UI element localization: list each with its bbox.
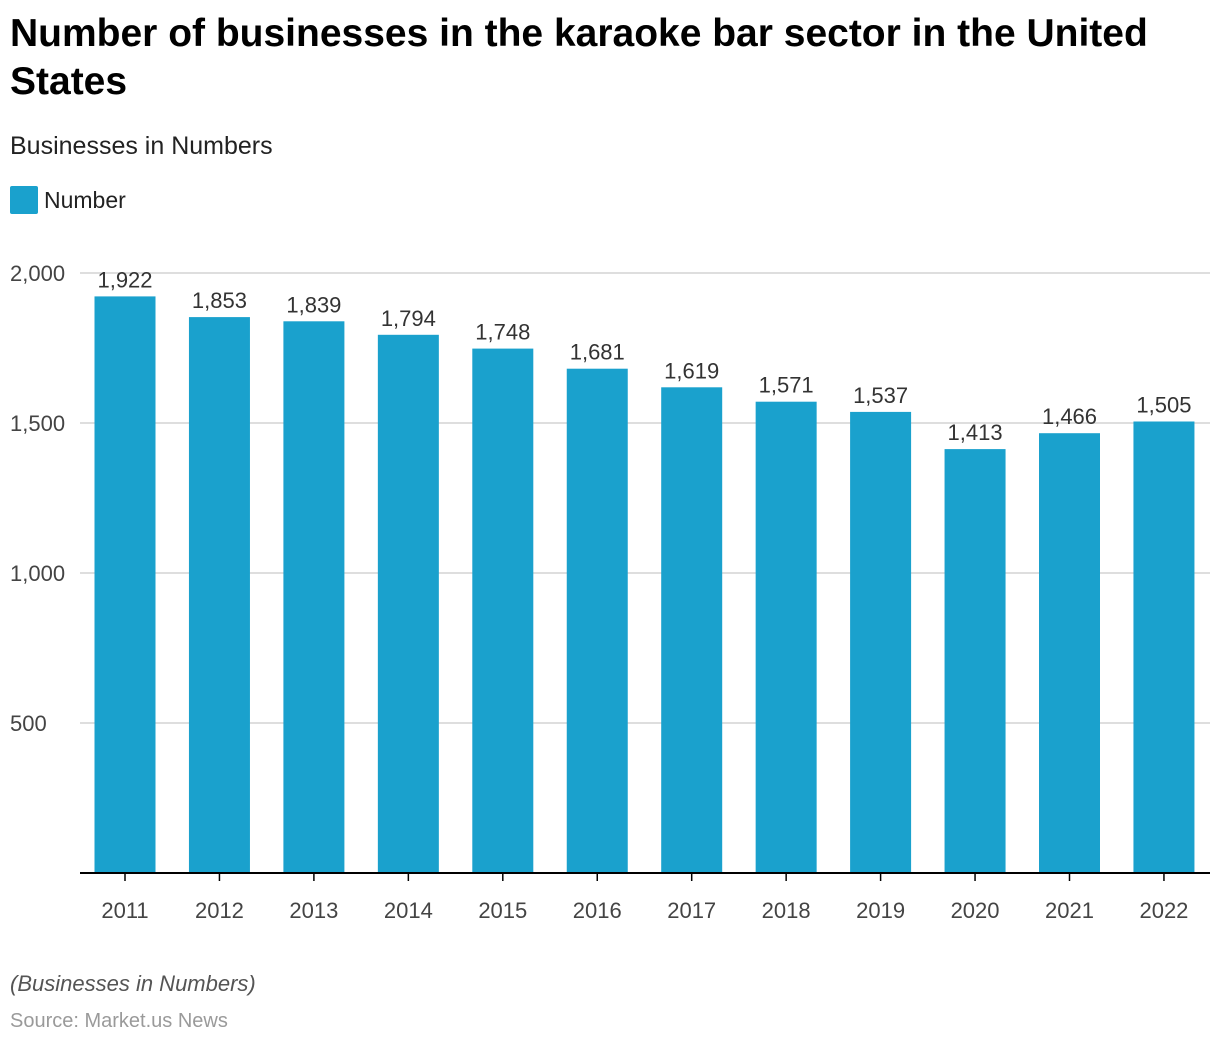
- bars: [94, 296, 1195, 874]
- data-label: 1,748: [475, 320, 530, 345]
- x-tick-label: 2012: [195, 898, 244, 923]
- data-label: 1,619: [664, 358, 719, 383]
- legend-swatch: [10, 186, 38, 214]
- gridlines: [80, 272, 1210, 724]
- chart-note: (Businesses in Numbers): [10, 971, 256, 996]
- x-tick-label: 2014: [384, 898, 433, 923]
- bar: [1039, 433, 1100, 873]
- x-tick-label: 2017: [667, 898, 716, 923]
- bar: [188, 317, 250, 874]
- bar: [377, 334, 439, 873]
- bar: [283, 321, 345, 873]
- bar: [94, 296, 156, 873]
- bar: [755, 401, 817, 873]
- x-tick-label: 2018: [762, 898, 811, 923]
- chart-title: Number of businesses in the karaoke bar …: [10, 12, 1148, 103]
- data-label: 1,794: [381, 306, 436, 331]
- data-label: 1,853: [192, 288, 247, 313]
- legend: Number: [10, 186, 126, 214]
- x-tick-label: 2021: [1045, 898, 1094, 923]
- bar: [472, 348, 534, 874]
- bar: [566, 368, 628, 873]
- x-tick-label: 2016: [573, 898, 622, 923]
- x-axis: 2011 2012 2013 2014 2015 2016 2017 2018 2019 2020…: [80, 872, 1210, 923]
- chart-subtitle: Businesses in Numbers: [10, 132, 273, 160]
- data-label: 1,413: [948, 420, 1003, 445]
- x-tick-label: 2013: [289, 898, 338, 923]
- value-labels: 1,922 1,853 1,839 1,794 1,748 1,681 1,619 1,571…: [97, 267, 1191, 445]
- x-tick-label: 2019: [856, 898, 905, 923]
- y-axis-ticks: 500 1,000 1,500 2,000: [10, 261, 65, 736]
- bar: [944, 449, 1006, 873]
- y-tick-label: 2,000: [10, 261, 65, 286]
- x-tick-label: 2011: [101, 898, 148, 923]
- data-label: 1,839: [286, 292, 341, 317]
- x-tick-label: 2015: [478, 898, 527, 923]
- y-tick-label: 1,000: [10, 561, 65, 586]
- chart-source: Source: Market.us News: [10, 1010, 228, 1032]
- bar: [661, 387, 723, 873]
- legend-label: Number: [44, 187, 126, 213]
- y-tick-label: 1,500: [10, 411, 65, 436]
- bar: [1133, 421, 1195, 873]
- data-label: 1,571: [759, 373, 814, 398]
- data-label: 1,466: [1042, 404, 1097, 429]
- bar: [850, 411, 912, 873]
- x-tick-label: 2020: [951, 898, 1000, 923]
- data-label: 1,681: [570, 340, 625, 365]
- data-label: 1,922: [97, 267, 152, 292]
- x-tick-label: 2022: [1139, 898, 1188, 923]
- y-tick-label: 500: [10, 711, 47, 736]
- data-label: 1,537: [853, 383, 908, 408]
- data-label: 1,505: [1136, 393, 1191, 418]
